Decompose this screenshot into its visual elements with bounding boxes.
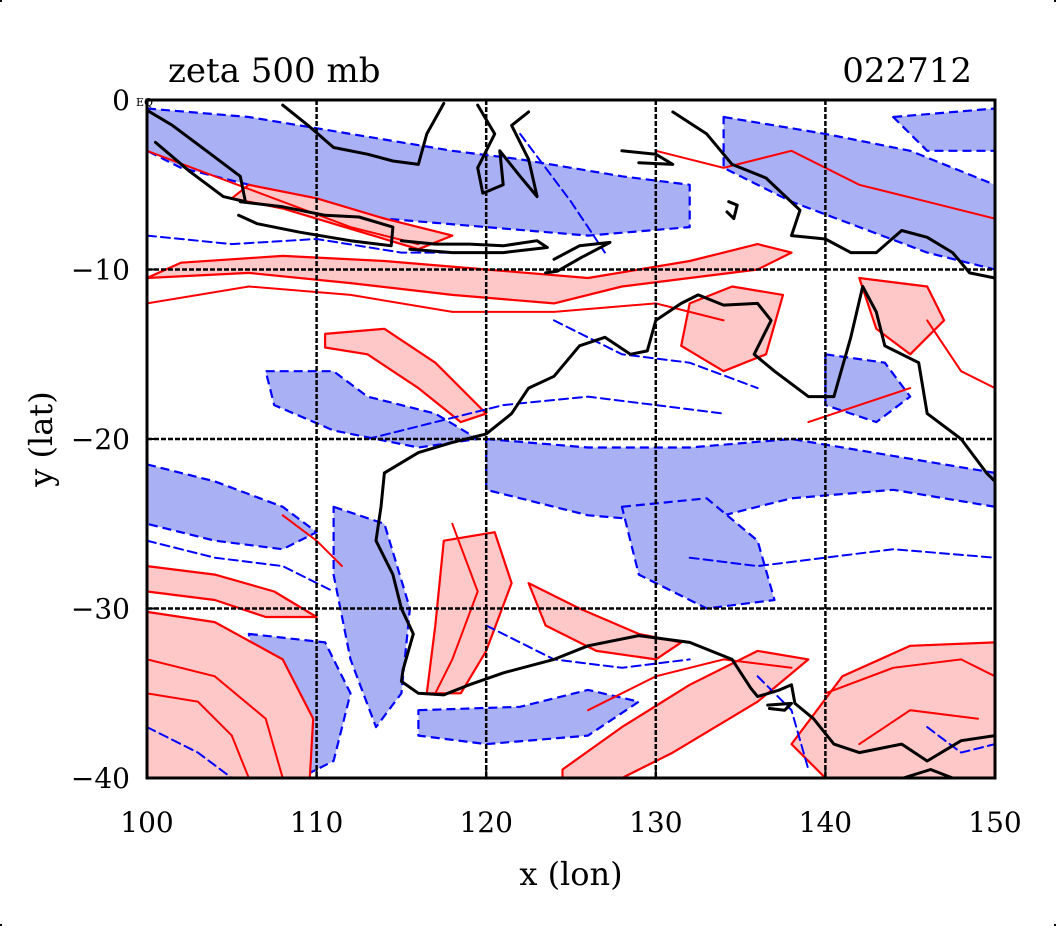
positive-contour-p-line-4	[147, 658, 284, 778]
positive-contour-p-line-5	[147, 692, 250, 778]
negative-region-east-top	[892, 107, 995, 152]
y-axis-label: y (lat)	[22, 391, 60, 487]
positive-region-cape-york-east	[858, 276, 946, 356]
negative-vorticity-contours	[147, 132, 995, 778]
y-tick-label-m40: −40	[71, 762, 130, 795]
coastline-java	[237, 200, 395, 248]
corner-dot-tl	[0, 0, 2, 2]
coastline-timor	[544, 240, 612, 275]
y-tick-label-0: 0	[112, 84, 130, 117]
coastline-borneo-south	[281, 101, 446, 166]
positive-region-plume-15s	[324, 327, 488, 424]
negative-region-south-coast	[417, 688, 640, 746]
x-tick-label-130: 130	[629, 806, 682, 839]
corner-dot-bl	[0, 924, 2, 926]
equator-mark: EQ	[136, 96, 153, 109]
positive-contour-p-line-3	[281, 514, 343, 568]
gridlines	[147, 100, 995, 778]
coastline-aru	[725, 200, 739, 221]
coastline-new-guinea-coast	[671, 110, 995, 280]
negative-contour-n-line-2	[366, 395, 725, 440]
y-tick-label-m20: −20	[71, 423, 130, 456]
positive-region-se-cell	[790, 641, 995, 778]
y-tick-label-m10: −10	[71, 254, 130, 287]
negative-contour-n-line-7	[519, 132, 606, 254]
negative-contour-n-line-6	[147, 234, 488, 254]
negative-region-sw-south	[332, 505, 411, 729]
positive-region-bight-band	[527, 581, 683, 661]
x-axis-ticks: 100 110 120 130 140 150	[120, 768, 1022, 839]
positive-contour-p-line-11	[926, 319, 995, 390]
coastline-sumatra	[147, 108, 247, 204]
x-tick-label-140: 140	[799, 806, 852, 839]
positive-contour-p-line-8	[824, 658, 995, 695]
negative-contour-n-line-9	[926, 726, 995, 754]
corner-dot-br	[1054, 924, 1056, 926]
x-tick-label-120: 120	[459, 806, 512, 839]
negative-region-west-band-20s	[147, 463, 318, 551]
positive-contour-p-line-6	[434, 522, 479, 695]
coastline-lesser-sundas	[399, 239, 549, 255]
x-axis-label: x (lon)	[519, 855, 622, 893]
y-axis-ticks: 0 −10 −20 −30 −40	[71, 84, 157, 795]
y-tick-label-m30: −30	[71, 593, 130, 626]
x-tick-label-150: 150	[968, 806, 1021, 839]
positive-region-north-band	[147, 243, 793, 305]
positive-region-sw-arc	[147, 564, 318, 619]
coastline-kangaroo-island	[766, 701, 793, 712]
negative-region-band-21s	[485, 437, 995, 525]
title-right: 022712	[842, 51, 972, 91]
coastline-tasmania	[901, 768, 955, 778]
negative-contour-n-line-3	[147, 726, 233, 778]
title-left: zeta 500 mb	[168, 51, 380, 91]
negative-contour-n-line-10	[553, 319, 759, 390]
positive-contour-p-line-2	[147, 149, 420, 246]
plot-area	[147, 100, 995, 778]
x-tick-label-100: 100	[120, 806, 173, 839]
corner-dot-tr	[1054, 0, 1056, 2]
negative-contour-n-line-5	[688, 548, 995, 568]
coastline-australia	[374, 285, 995, 763]
negative-contour-n-line-1	[147, 539, 335, 593]
positive-contour-p-line-7	[587, 658, 793, 712]
coastline-sulawesi	[476, 103, 539, 199]
negative-region-queensland	[824, 353, 912, 424]
negative-region-central-blob	[620, 497, 776, 610]
x-tick-label-110: 110	[290, 806, 343, 839]
positive-contour-p-line-9	[858, 709, 979, 746]
negative-contour-n-line-8	[756, 675, 810, 771]
negative-contour-n-line-4	[485, 624, 691, 669]
